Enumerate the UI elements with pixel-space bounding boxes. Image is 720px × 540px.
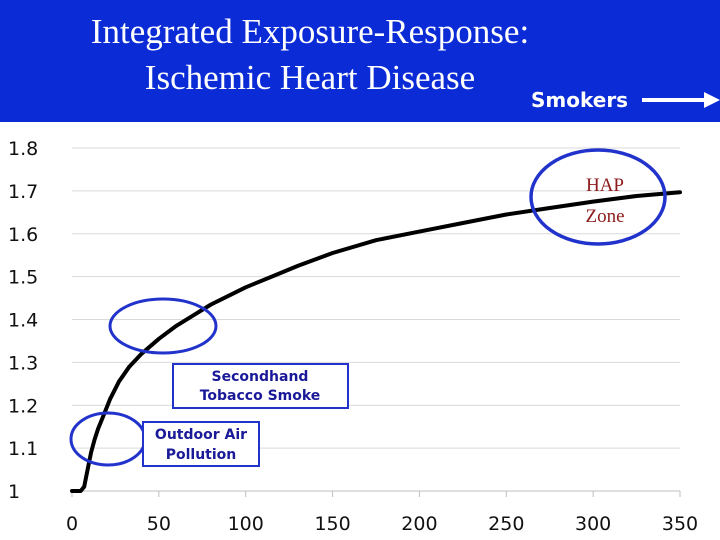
slide-header: Integrated Exposure-Response: Ischemic H…	[0, 0, 720, 122]
y-tick-label: 1.1	[8, 438, 38, 460]
x-tick-label: 300	[575, 513, 611, 535]
x-tick-label: 150	[314, 513, 350, 535]
outdoor-air-pollution-ellipse	[69, 411, 147, 467]
right-arrow-icon	[642, 92, 720, 108]
y-tick-label: 1	[8, 481, 20, 503]
chart-panel	[0, 122, 720, 540]
hap-zone-label-line2: Zone	[585, 206, 624, 227]
y-tick-label: 1.8	[8, 138, 38, 160]
secondhand-smoke-box	[172, 363, 349, 409]
x-tick-label: 100	[228, 513, 264, 535]
outdoor-air-pollution-label-line1: Outdoor Air	[155, 427, 247, 443]
exposure-response-curve	[70, 190, 682, 493]
x-tick-label: 250	[488, 513, 524, 535]
outdoor-air-pollution-box	[142, 421, 260, 467]
slide-title-line1: Integrated Exposure-Response:	[90, 12, 530, 51]
x-tick-label: 200	[401, 513, 437, 535]
slide-title-line2: Ischemic Heart Disease	[144, 58, 476, 97]
secondhand-smoke-label-line1: Secondhand	[212, 369, 309, 385]
y-tick-label: 1.3	[8, 352, 38, 374]
secondhand-smoke-label-line2: Tobacco Smoke	[200, 388, 321, 404]
y-tick-label: 1.6	[8, 224, 38, 246]
y-tick-label: 1.5	[8, 267, 38, 289]
hap-zone-label-line1: HAP	[586, 175, 624, 196]
secondhand-smoke-ellipse	[108, 297, 218, 355]
x-tick-label: 350	[662, 513, 698, 535]
outdoor-air-pollution-label-line2: Pollution	[166, 447, 237, 463]
y-tick-label: 1.4	[8, 310, 38, 332]
hap-zone-ellipse	[529, 148, 667, 246]
smokers-label: Smokers	[531, 88, 629, 112]
tick-labels: 1 1.1 1.2 1.3 1.4 1.5 1.6 1.7 1.8 0 50 100 150 200 250…	[8, 138, 698, 535]
x-tick-label: 0	[66, 513, 78, 535]
x-tick-label: 50	[147, 513, 171, 535]
y-tick-label: 1.7	[8, 181, 38, 203]
y-tick-label: 1.2	[8, 395, 38, 417]
